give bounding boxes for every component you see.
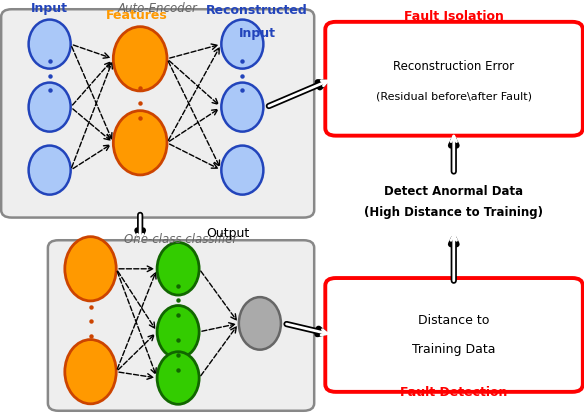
Ellipse shape	[221, 20, 263, 68]
Ellipse shape	[65, 237, 116, 301]
Text: Distance to: Distance to	[418, 314, 489, 327]
Text: Detect Anormal Data: Detect Anormal Data	[384, 185, 523, 197]
Text: Training Data: Training Data	[412, 343, 495, 356]
FancyBboxPatch shape	[48, 240, 314, 411]
FancyBboxPatch shape	[325, 22, 583, 136]
Ellipse shape	[29, 20, 71, 68]
FancyBboxPatch shape	[1, 9, 314, 218]
Text: Input: Input	[31, 3, 68, 16]
Ellipse shape	[157, 305, 199, 358]
FancyBboxPatch shape	[325, 278, 583, 392]
Text: (High Distance to Training): (High Distance to Training)	[364, 206, 543, 218]
Ellipse shape	[29, 146, 71, 194]
Text: One-class classifier: One-class classifier	[124, 233, 238, 246]
Text: Auto-Encoder: Auto-Encoder	[118, 2, 197, 15]
Text: Output: Output	[206, 227, 249, 240]
Ellipse shape	[157, 352, 199, 404]
Text: Fault Detection: Fault Detection	[400, 386, 507, 399]
Ellipse shape	[221, 83, 263, 131]
Ellipse shape	[239, 297, 281, 350]
Text: Features: Features	[106, 10, 168, 23]
Text: Input: Input	[238, 27, 276, 40]
Ellipse shape	[29, 83, 71, 131]
Text: Fault Isolation: Fault Isolation	[404, 10, 504, 23]
Text: Reconstruction Error: Reconstruction Error	[393, 60, 515, 74]
Text: Reconstructed: Reconstructed	[206, 5, 308, 18]
Ellipse shape	[65, 340, 116, 404]
Ellipse shape	[157, 242, 199, 295]
Text: (Residual before\after Fault): (Residual before\after Fault)	[376, 92, 532, 102]
Ellipse shape	[221, 146, 263, 194]
Ellipse shape	[113, 111, 167, 175]
Ellipse shape	[113, 27, 167, 91]
